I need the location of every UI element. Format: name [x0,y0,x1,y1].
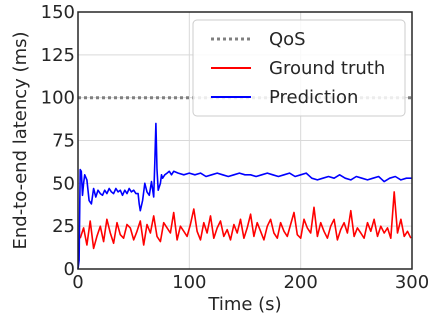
x-tick-label: 200 [283,272,317,293]
y-axis-title: End-to-end latency (ms) [10,31,31,249]
tick-labels: 0 100 200 300 0 25 50 75 100 125 150 [41,2,430,293]
series-ground-truth [79,191,412,250]
y-tick-label: 25 [52,216,75,237]
x-tick-label: 100 [172,272,206,293]
x-tick-label: 0 [72,272,83,293]
legend-box [192,19,406,117]
legend-label-prediction: Prediction [269,87,358,108]
series-prediction [77,122,412,270]
x-tick-label: 300 [395,272,429,293]
legend-label-ground-truth: Ground truth [269,58,385,79]
y-tick-label: 0 [64,259,75,280]
x-axis-title: Time (s) [207,294,281,315]
legend: QoS Ground truth Prediction [192,19,406,117]
y-tick-label: 150 [41,2,75,23]
y-tick-label: 100 [41,88,75,109]
legend-label-qos: QoS [269,29,306,50]
y-tick-label: 50 [52,173,75,194]
y-tick-label: 125 [41,45,75,66]
plot-frame [77,11,413,270]
y-tick-label: 75 [52,131,75,152]
